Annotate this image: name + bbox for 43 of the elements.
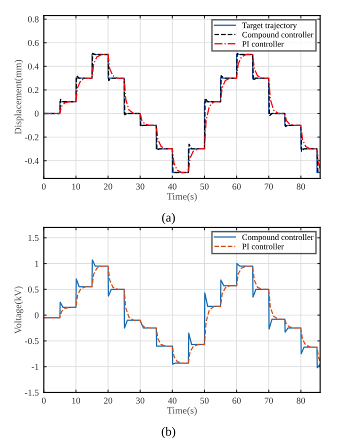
x-tick-label: 60 xyxy=(232,398,241,404)
y-tick-label: 0.6 xyxy=(28,40,39,46)
text: (a) xyxy=(162,212,175,224)
x-tick-label: 20 xyxy=(104,184,112,190)
y-tick-label: -0.5 xyxy=(24,338,39,344)
text: (b) xyxy=(162,426,176,438)
x-axis-title: Time(s) xyxy=(166,192,197,202)
x-axis-title: Time(s) xyxy=(166,406,197,416)
y-tick-label: 0.5 xyxy=(28,286,39,293)
y-tick-label: -0.2 xyxy=(24,134,38,140)
x-tick-label: 0 xyxy=(42,184,46,190)
legend-label: PI controller xyxy=(242,40,284,47)
y-tick-label: 1 xyxy=(35,260,38,267)
x-tick-label: 10 xyxy=(72,184,80,190)
x-tick-label: 30 xyxy=(136,184,144,190)
y-tick-label: 0.2 xyxy=(28,87,38,94)
x-tick-label: 80 xyxy=(296,398,306,404)
x-tick-label: 50 xyxy=(200,398,209,404)
y-tick-label: -0.4 xyxy=(24,158,39,164)
y-tick-label: 0 xyxy=(34,110,39,117)
y-tick-label: 0 xyxy=(34,312,39,318)
legend-label: PI controller xyxy=(242,243,284,250)
x-tick-label: 20 xyxy=(104,398,112,404)
y-axis-title: Voltage(kV) xyxy=(14,286,24,334)
x-tick-label: 10 xyxy=(72,398,80,404)
legend-label: Compound controller xyxy=(242,32,314,40)
y-tick-label: 0.8 xyxy=(28,16,39,22)
x-tick-label: 30 xyxy=(136,398,144,404)
x-tick-label: 70 xyxy=(264,398,273,404)
y-tick-label: -1.5 xyxy=(24,390,39,396)
legend-label: Target trajectory xyxy=(242,22,297,30)
y-tick-label: -1 xyxy=(32,364,38,370)
x-tick-label: 70 xyxy=(264,184,273,190)
x-tick-label: 50 xyxy=(200,184,209,190)
y-axis-title: Displacement(mm) xyxy=(14,60,24,134)
x-tick-label: 40 xyxy=(168,184,177,190)
x-tick-label: 80 xyxy=(296,184,306,190)
x-tick-label: 60 xyxy=(232,184,241,190)
y-tick-label: 0.4 xyxy=(28,63,39,70)
x-tick-label: 40 xyxy=(168,398,177,404)
y-tick-label: 1.5 xyxy=(28,234,39,242)
x-tick-label: 0 xyxy=(42,398,46,404)
legend-label: Compound controller xyxy=(242,234,314,242)
